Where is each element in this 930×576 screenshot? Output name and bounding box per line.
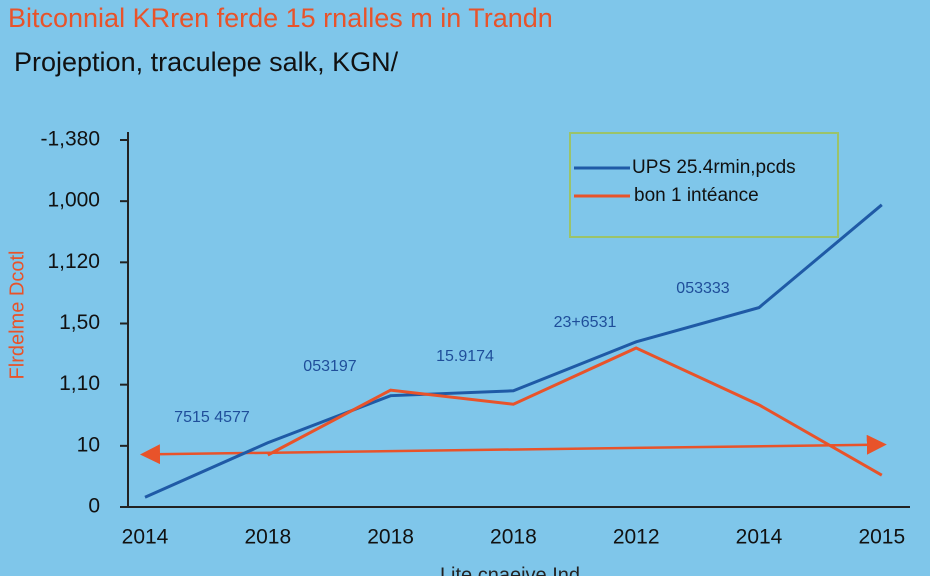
y-tick-label: 1,50 bbox=[59, 311, 100, 334]
legend-label: bon 1 intéance bbox=[634, 185, 759, 206]
y-tick-label: 1,000 bbox=[47, 189, 100, 212]
annotation: 23+6531 bbox=[554, 314, 617, 331]
y-tick-label: 1,120 bbox=[47, 250, 100, 273]
x-tick-label: 2018 bbox=[367, 526, 414, 549]
x-tick-label: 2015 bbox=[858, 526, 905, 549]
y-tick-label: 10 bbox=[77, 433, 100, 456]
x-axis-label: Lite cnaeive Ind bbox=[440, 564, 580, 576]
x-tick-label: 2014 bbox=[736, 526, 783, 549]
x-tick-label: 2018 bbox=[490, 526, 537, 549]
x-tick-label: 2012 bbox=[613, 526, 660, 549]
annotation: 053333 bbox=[676, 280, 729, 297]
annotation: 053197 bbox=[303, 358, 356, 375]
annotation: 7515 4577 bbox=[174, 409, 250, 426]
series-line bbox=[144, 203, 883, 499]
y-tick-label: -1,380 bbox=[40, 128, 100, 151]
x-tick-label: 2014 bbox=[122, 526, 169, 549]
legend-box bbox=[569, 132, 839, 238]
x-tick-label: 2018 bbox=[244, 526, 291, 549]
chart-subtitle: Projeption, traculepe salk, KGN/ bbox=[14, 47, 399, 77]
y-axis-label: Flrdelme Dcotl bbox=[6, 251, 28, 380]
legend-label: UPS 25.4rmin,pcds bbox=[632, 157, 796, 178]
chart-title: Bitconnial KRren ferde 15 rnalles m in T… bbox=[8, 3, 553, 33]
y-tick-label: 1,10 bbox=[59, 372, 100, 395]
y-tick-label: 0 bbox=[88, 495, 100, 518]
trend-line bbox=[140, 434, 887, 465]
annotation: 15.9174 bbox=[436, 348, 494, 365]
series-line bbox=[267, 346, 883, 477]
